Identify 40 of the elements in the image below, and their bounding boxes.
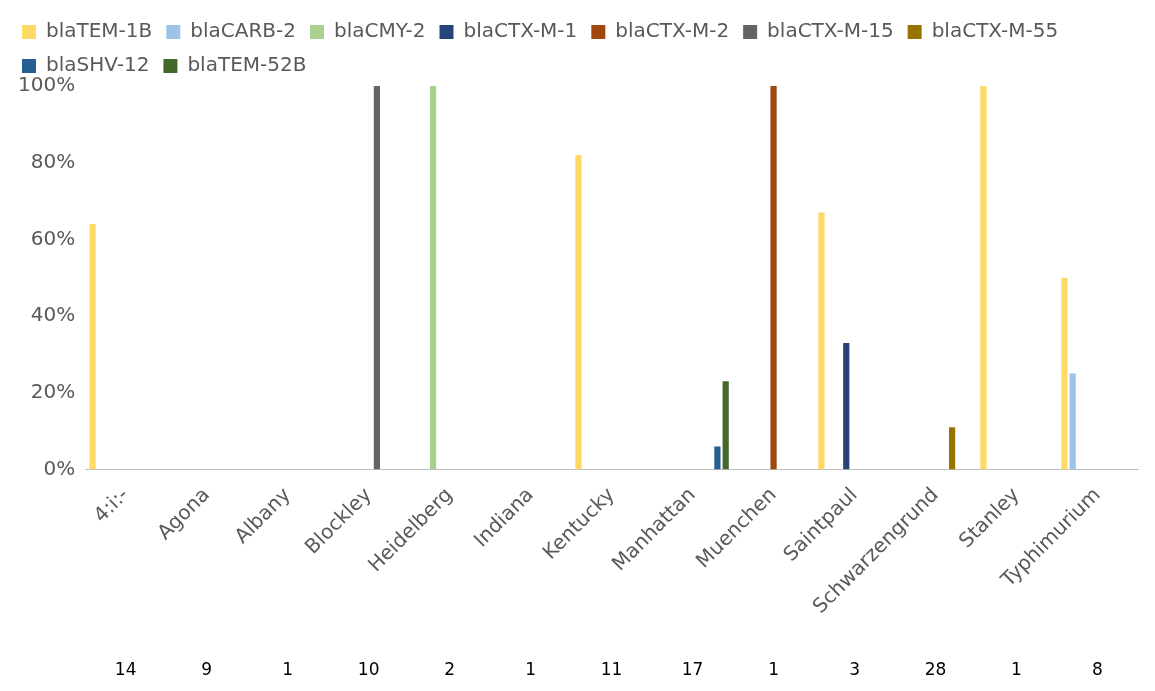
text: 1 [282,658,294,679]
bar [89,224,96,470]
text: 1 [525,658,537,679]
y-tick-label: 60% [30,225,76,250]
text: 2 [444,658,456,679]
bar [843,342,850,470]
legend-label: blaCTX-M-15 [767,18,894,43]
text: 14 [114,658,137,679]
y-tick-label: 20% [30,378,76,403]
legend-label: blaTEM-52B [187,52,307,77]
y-tick-label: 80% [30,148,76,173]
bar [1069,373,1076,470]
bar [948,427,956,470]
text: 1 [1011,658,1022,679]
text: 8 [1092,658,1103,679]
legend-label: blaCTX-M-2 [615,18,730,43]
x-tick-label: 4:i:- [88,482,133,527]
bar [980,86,987,470]
text: 9 [201,658,213,679]
bar [1061,277,1068,470]
bar [770,86,777,470]
text: 3 [849,658,860,679]
bar [429,86,437,470]
text: 11 [600,658,623,679]
text: 17 [681,658,704,679]
y-tick-label: 40% [30,302,76,327]
legend-label: blaCTX-M-1 [463,18,578,43]
legend-label: blaTEM-1B [46,18,153,43]
bar [575,155,582,470]
text: 1 [768,658,779,679]
y-tick-label: 0% [43,455,76,480]
bar [722,381,729,470]
bar [818,212,825,470]
legend-label: blaCTX-M-55 [931,18,1059,43]
bar [373,86,381,470]
legend-label: blaCARB-2 [190,18,296,43]
bar [714,446,721,470]
legend-label: blaCMY-2 [333,18,426,43]
text: 28 [924,658,947,679]
text: 10 [357,658,380,679]
